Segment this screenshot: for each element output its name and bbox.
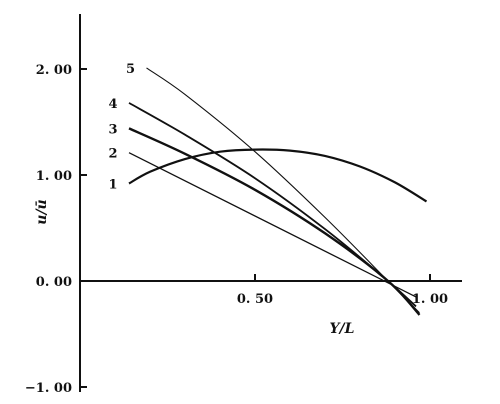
series-1-line xyxy=(128,148,428,203)
ticks xyxy=(80,68,431,388)
series-4-label: 4 xyxy=(108,97,117,112)
series-5-line xyxy=(146,67,420,314)
x-tick-label: 1. 00 xyxy=(412,292,448,307)
series-2-line xyxy=(128,152,417,298)
y-tick-label: 1. 00 xyxy=(36,169,72,184)
y-tick-label: −1. 00 xyxy=(25,381,72,396)
series-3-label: 3 xyxy=(108,122,117,137)
series-labels: 1 2 3 4 5 xyxy=(108,62,135,193)
series-5-label: 5 xyxy=(126,62,135,77)
x-tick-label: 0. 50 xyxy=(237,292,273,307)
series-group xyxy=(128,67,428,316)
y-tick-label: 2. 00 xyxy=(36,63,72,78)
series-3-line xyxy=(128,127,421,316)
axes xyxy=(79,14,462,392)
y-axis-title: u/ū xyxy=(34,199,50,224)
x-axis-title: Y/L xyxy=(330,321,355,337)
tick-labels: 2. 00 1. 00 0. 00 −1. 00 0. 50 1. 00 xyxy=(25,63,448,396)
series-1-label: 1 xyxy=(108,177,117,192)
series-2-label: 2 xyxy=(108,147,117,162)
y-tick-label: 0. 00 xyxy=(36,275,72,290)
